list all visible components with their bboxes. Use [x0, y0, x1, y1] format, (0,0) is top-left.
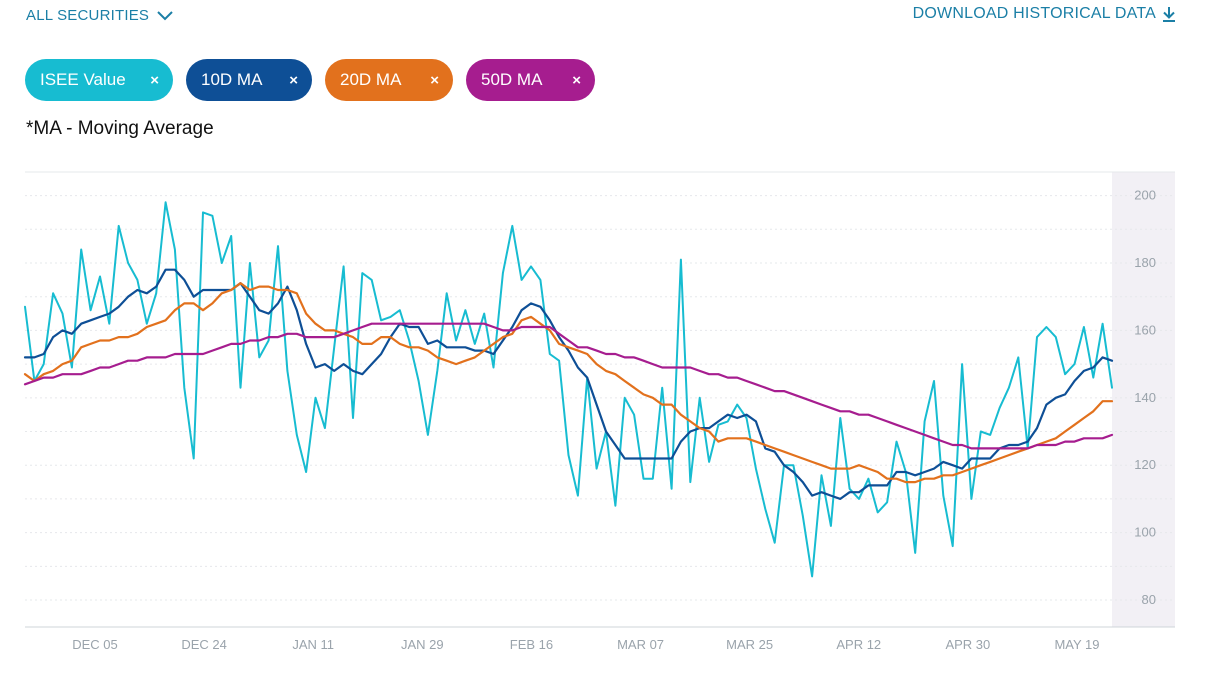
chip-label: ISEE Value: [40, 70, 126, 89]
x-tick-label: JAN 29: [401, 637, 444, 652]
y-tick-label: 140: [1134, 390, 1156, 405]
close-icon[interactable]: ×: [150, 71, 159, 89]
x-tick-label: DEC 24: [181, 637, 227, 652]
x-tick-label: JAN 11: [292, 637, 334, 652]
chip-50d-ma[interactable]: 50D MA ×: [466, 59, 595, 101]
x-tick-label: MAY 19: [1054, 637, 1099, 652]
y-axis-band: [1112, 172, 1175, 627]
x-tick-label: APR 12: [836, 637, 881, 652]
y-tick-label: 160: [1134, 322, 1156, 337]
top-bar: ALL SECURITIES DOWNLOAD HISTORICAL DATA: [0, 0, 1206, 40]
download-icon: [1163, 7, 1175, 22]
series-filter-chips: ISEE Value × 10D MA × 20D MA × 50D MA ×: [25, 59, 595, 101]
series-line-10d-ma: [23, 268, 1114, 500]
x-tick-label: MAR 07: [617, 637, 664, 652]
chip-label: 20D MA: [340, 70, 402, 89]
y-tick-label: 80: [1142, 592, 1156, 607]
x-tick-label: APR 30: [945, 637, 990, 652]
chip-label: 10D MA: [201, 70, 263, 89]
moving-average-note: *MA - Moving Average: [26, 118, 214, 139]
chip-isee-value[interactable]: ISEE Value ×: [25, 59, 173, 101]
chip-20d-ma[interactable]: 20D MA ×: [325, 59, 453, 101]
y-tick-label: 100: [1134, 525, 1156, 540]
download-historical-data-link[interactable]: DOWNLOAD HISTORICAL DATA: [913, 5, 1176, 23]
download-label: DOWNLOAD HISTORICAL DATA: [912, 5, 1156, 22]
series-line-50d-ma: [23, 322, 1114, 450]
chip-label: 50D MA: [481, 70, 543, 89]
series-line-20d-ma: [23, 282, 1114, 484]
series-line-isee-value: [24, 201, 1113, 578]
chip-10d-ma[interactable]: 10D MA ×: [186, 59, 312, 101]
all-securities-dropdown[interactable]: ALL SECURITIES: [26, 7, 173, 24]
y-tick-label: 120: [1134, 457, 1156, 472]
x-tick-label: FEB 16: [510, 637, 553, 652]
x-tick-label: DEC 05: [72, 637, 118, 652]
close-icon[interactable]: ×: [572, 71, 581, 89]
chevron-down-icon: [157, 10, 173, 20]
y-tick-label: 180: [1134, 255, 1156, 270]
isee-line-chart: 80 100 120 140 160 180 200 DEC 05 DEC 24 JAN 11 JA…: [23, 171, 1175, 652]
close-icon[interactable]: ×: [289, 71, 298, 89]
x-tick-label: MAR 25: [726, 637, 773, 652]
close-icon[interactable]: ×: [430, 71, 439, 89]
y-tick-label: 200: [1134, 188, 1156, 203]
all-securities-label: ALL SECURITIES: [26, 7, 150, 24]
